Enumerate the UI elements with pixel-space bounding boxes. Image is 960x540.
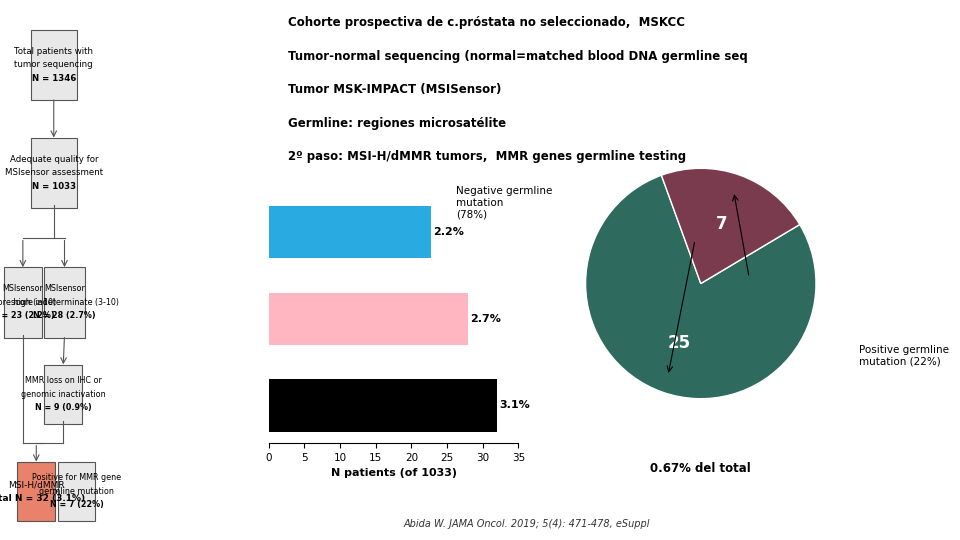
Text: N = 28 (2.7%): N = 28 (2.7%) bbox=[34, 312, 96, 320]
Text: 2.2%: 2.2% bbox=[434, 227, 465, 237]
FancyBboxPatch shape bbox=[31, 138, 77, 208]
Text: 25: 25 bbox=[668, 334, 691, 352]
Bar bbox=[269, 380, 497, 431]
Text: N = 9 (0.9%): N = 9 (0.9%) bbox=[35, 403, 91, 412]
Bar bbox=[269, 206, 431, 258]
Text: MSI-H/dMMR: MSI-H/dMMR bbox=[8, 480, 64, 489]
Text: score high (≥10): score high (≥10) bbox=[0, 298, 57, 307]
Text: Cohorte prospectiva de c.próstata no seleccionado,  MSKCC: Cohorte prospectiva de c.próstata no sel… bbox=[288, 16, 685, 29]
Text: MSIsensor assessment: MSIsensor assessment bbox=[5, 168, 103, 177]
Text: 0.67% del total: 0.67% del total bbox=[651, 462, 751, 475]
Text: Germline: regiones microsatélite: Germline: regiones microsatélite bbox=[288, 117, 506, 130]
Text: 3.1%: 3.1% bbox=[499, 401, 530, 410]
Text: Total patients with: Total patients with bbox=[14, 47, 93, 56]
Text: 2º paso: MSI-H/dMMR tumors,  MMR genes germline testing: 2º paso: MSI-H/dMMR tumors, MMR genes ge… bbox=[288, 150, 686, 163]
Text: Total N = 32 (3.1%): Total N = 32 (3.1%) bbox=[0, 494, 85, 503]
Text: tumor sequencing: tumor sequencing bbox=[14, 60, 93, 69]
Text: germline mutation: germline mutation bbox=[39, 487, 114, 496]
Bar bbox=[269, 293, 468, 345]
Text: N = 1033: N = 1033 bbox=[32, 182, 76, 191]
FancyBboxPatch shape bbox=[58, 462, 95, 521]
Text: score indeterminate (3-10): score indeterminate (3-10) bbox=[11, 298, 118, 307]
Text: Tumor MSK-IMPACT (MSISensor): Tumor MSK-IMPACT (MSISensor) bbox=[288, 83, 501, 96]
FancyBboxPatch shape bbox=[44, 364, 82, 424]
FancyBboxPatch shape bbox=[17, 462, 55, 521]
Text: MSIsensor: MSIsensor bbox=[3, 285, 43, 293]
Text: Abida W. JAMA Oncol. 2019; 5(4): 471-478, eSuppl: Abida W. JAMA Oncol. 2019; 5(4): 471-478… bbox=[403, 519, 650, 529]
Text: Positive for MMR gene: Positive for MMR gene bbox=[32, 474, 121, 482]
Text: MMR loss on IHC or: MMR loss on IHC or bbox=[25, 376, 102, 385]
FancyBboxPatch shape bbox=[44, 267, 84, 338]
Text: Negative germline
mutation
(78%): Negative germline mutation (78%) bbox=[456, 186, 552, 219]
Text: Positive germline
mutation (22%): Positive germline mutation (22%) bbox=[859, 345, 949, 366]
Wedge shape bbox=[586, 176, 816, 399]
Text: N = 1346: N = 1346 bbox=[32, 74, 76, 83]
Text: N = 23 (2.2%): N = 23 (2.2%) bbox=[0, 312, 54, 320]
Text: genomic inactivation: genomic inactivation bbox=[21, 390, 106, 399]
X-axis label: N patients (of 1033): N patients (of 1033) bbox=[330, 468, 457, 478]
FancyBboxPatch shape bbox=[4, 267, 41, 338]
Text: Tumor-normal sequencing (normal=matched blood DNA germline seq: Tumor-normal sequencing (normal=matched … bbox=[288, 50, 748, 63]
Text: Adequate quality for: Adequate quality for bbox=[10, 155, 98, 164]
Text: 7: 7 bbox=[716, 215, 728, 233]
Wedge shape bbox=[661, 168, 800, 284]
FancyBboxPatch shape bbox=[31, 30, 77, 100]
Text: N = 7 (22%): N = 7 (22%) bbox=[50, 501, 104, 509]
Text: 2.7%: 2.7% bbox=[469, 314, 501, 323]
Text: MSIsensor: MSIsensor bbox=[44, 285, 84, 293]
